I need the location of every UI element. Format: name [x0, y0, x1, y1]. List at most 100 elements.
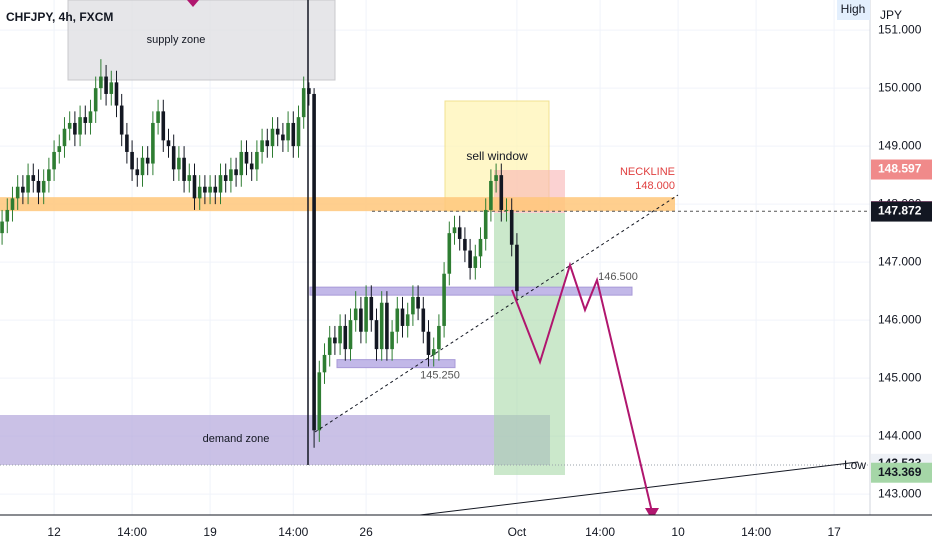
candle-body: [26, 175, 30, 193]
candle-body: [99, 76, 103, 89]
candle-body: [291, 122, 296, 147]
price-label-box: [871, 201, 932, 222]
time-axis: [0, 515, 932, 550]
candle-body: [52, 151, 56, 170]
candle-body: [400, 308, 405, 326]
candle-body: [301, 88, 306, 118]
candle-body: [15, 186, 20, 199]
neckline-name: NECKLINE: [620, 166, 675, 178]
y-tick-label: 145.000: [878, 370, 922, 384]
candle-body: [452, 227, 457, 234]
high-label-box: [837, 0, 870, 20]
level-label: 146.500: [598, 271, 638, 283]
candle-body: [161, 111, 166, 141]
candle-body: [0, 221, 4, 234]
candle-body: [135, 169, 140, 176]
candle-body: [483, 209, 488, 239]
neckline-value: 148.000: [635, 180, 675, 192]
candle-body: [281, 134, 285, 141]
candle-body: [41, 180, 46, 193]
candle-body: [416, 296, 420, 309]
candle-body: [78, 117, 82, 135]
candle-body: [379, 302, 384, 350]
level-band: [336, 359, 456, 369]
candle-body: [166, 140, 171, 147]
price-label: 147.872: [878, 204, 922, 218]
candle-body: [156, 111, 160, 123]
candle-body: [359, 308, 363, 332]
candle-body: [265, 140, 270, 147]
candle-body: [473, 256, 478, 268]
candle-body: [307, 88, 311, 94]
price-label: 148.597: [878, 162, 922, 176]
candle-body: [83, 117, 88, 123]
candle-body: [47, 169, 51, 181]
candle-body: [260, 140, 264, 152]
candle-body: [244, 151, 249, 164]
candle-body: [203, 186, 207, 193]
candle-body: [504, 209, 509, 211]
candle-body: [187, 175, 192, 181]
y-tick-label: 146.000: [878, 312, 922, 326]
target-zone: [494, 213, 565, 475]
candle-body: [463, 238, 467, 251]
candle-body: [327, 337, 332, 355]
y-tick-label: 147.000: [878, 254, 922, 268]
y-tick-label: 150.000: [878, 80, 922, 94]
candle-body: [249, 163, 254, 170]
candle-body: [119, 105, 124, 135]
candle-body: [478, 238, 483, 257]
candle-body: [515, 244, 519, 292]
candles: [0, 59, 519, 448]
x-tick-label: 19: [203, 525, 217, 539]
low-label: Low: [844, 458, 866, 472]
supply-label: supply zone: [147, 34, 206, 46]
candle-body: [208, 186, 212, 193]
candle-body: [333, 337, 337, 344]
candle-body: [88, 111, 93, 123]
price-label-box: [871, 159, 932, 180]
candle-body: [151, 122, 155, 164]
candle-body: [322, 354, 327, 373]
x-tick-label: 12: [47, 525, 61, 539]
candle-body: [405, 314, 410, 326]
x-tick-label: 14:00: [278, 525, 308, 539]
x-tick-label: 10: [671, 525, 685, 539]
neckline-band: [0, 197, 675, 212]
candle-body: [343, 325, 348, 350]
candle-body: [36, 180, 41, 193]
candle-body: [10, 198, 15, 210]
candle-body: [182, 157, 186, 181]
candle-body: [385, 302, 389, 350]
candle-body: [296, 117, 301, 147]
price-label: 143.369: [878, 465, 922, 479]
y-tick-label: 149.000: [878, 138, 922, 152]
candle-body: [411, 296, 415, 315]
candle-body: [229, 169, 233, 181]
candle-body: [62, 128, 67, 147]
candle-body: [353, 308, 358, 321]
candle-body: [390, 331, 394, 350]
candle-body: [457, 227, 462, 239]
candle-body: [447, 233, 452, 274]
low-trend-line: [419, 461, 859, 516]
candle-body: [177, 157, 181, 170]
candle-body: [338, 325, 342, 344]
chart-title: CHFJPY, 4h, FXCM: [6, 10, 113, 24]
candle-body: [67, 122, 72, 129]
candle-body: [499, 175, 504, 210]
currency: JPY: [880, 8, 902, 22]
candle-body: [213, 186, 218, 193]
supply-zone: [67, 0, 336, 81]
candle-body: [494, 175, 498, 181]
projection-arrow: [645, 508, 659, 520]
candle-body: [73, 122, 77, 135]
candle-body: [109, 82, 114, 94]
candle-body: [125, 134, 129, 152]
demand-zone: [0, 415, 550, 465]
x-tick-label: Oct: [508, 525, 527, 539]
candle-body: [348, 320, 353, 350]
candle-body: [197, 186, 202, 199]
candle-body: [437, 325, 441, 350]
